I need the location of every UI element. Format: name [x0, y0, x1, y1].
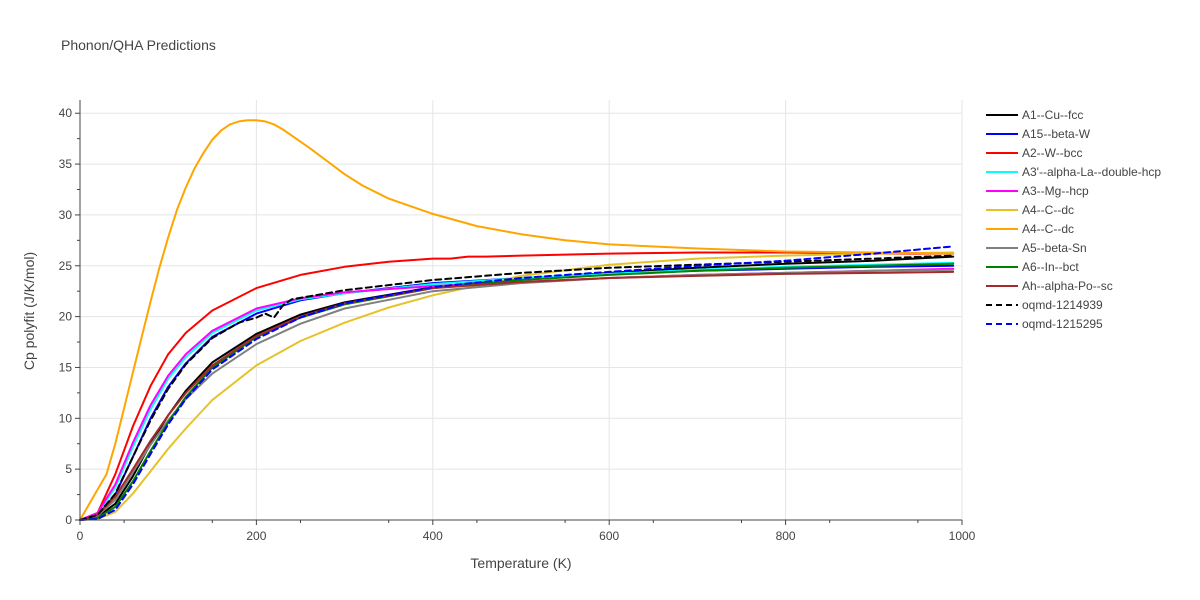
y-tick-label: 5	[65, 462, 72, 476]
x-tick-label: 200	[246, 529, 266, 543]
legend-item-a15-beta-w-1[interactable]: A15--beta-W	[986, 127, 1091, 141]
legend-label: A1--Cu--fcc	[1022, 108, 1083, 122]
series-line-oqmd-1214939-10	[79, 254, 955, 521]
x-tick-label: 1000	[949, 529, 976, 543]
legend-label: A6--In--bct	[1022, 260, 1079, 274]
legend-label: A5--beta-Sn	[1022, 241, 1087, 255]
series-line-a2-w-bcc-2	[79, 251, 955, 521]
legend-label: A4--C--dc	[1022, 203, 1074, 217]
series-line-a4-c-dc-6	[79, 119, 955, 521]
legend-label: A15--beta-W	[1022, 127, 1091, 141]
x-tick-label: 400	[423, 529, 443, 543]
legend-item-ah-alpha-po-sc-9[interactable]: Ah--alpha-Po--sc	[986, 279, 1113, 293]
y-tick-label: 40	[59, 106, 73, 120]
x-tick-label: 600	[599, 529, 619, 543]
series-line-a4-c-dc-5	[79, 251, 955, 521]
series-line-a3-mg-hcp-4	[79, 267, 955, 521]
y-tick-label: 30	[59, 208, 73, 222]
y-tick-label: 25	[59, 259, 73, 273]
legend[interactable]: A1--Cu--fcc A15--beta-W A2--W--bcc A3'--alp…	[986, 108, 1161, 331]
legend-label: oqmd-1214939	[1022, 298, 1103, 312]
legend-item-a2-w-bcc-2[interactable]: A2--W--bcc	[986, 146, 1082, 160]
x-tick-label: 0	[77, 529, 84, 543]
legend-label: Ah--alpha-Po--sc	[1022, 279, 1113, 293]
legend-item-a3-alpha-la-double-hcp-3[interactable]: A3'--alpha-La--double-hcp	[986, 165, 1161, 179]
legend-label: A2--W--bcc	[1022, 146, 1082, 160]
series-line-a6-in-bct-8	[79, 262, 955, 521]
chart-title: Phonon/QHA Predictions	[61, 37, 216, 53]
series-line-ah-alpha-po-sc-9	[79, 270, 955, 521]
legend-item-a5-beta-sn-7[interactable]: A5--beta-Sn	[986, 241, 1087, 255]
legend-item-oqmd-1215295-11[interactable]: oqmd-1215295	[986, 317, 1103, 331]
axes: 0 200 400 600 800 1000 0 5 10 15 20 25 30 35 40	[59, 100, 976, 543]
x-tick-label: 800	[776, 529, 796, 543]
legend-item-a4-c-dc-6[interactable]: A4--C--dc	[986, 222, 1074, 236]
y-tick-label: 15	[59, 360, 73, 374]
y-tick-label: 0	[65, 513, 72, 527]
y-tick-label: 20	[59, 310, 73, 324]
series-line-oqmd-1215295-11	[79, 245, 955, 521]
series-layer	[79, 119, 955, 521]
y-tick-label: 35	[59, 157, 73, 171]
legend-label: A3'--alpha-La--double-hcp	[1022, 165, 1161, 179]
legend-item-a4-c-dc-5[interactable]: A4--C--dc	[986, 203, 1074, 217]
legend-label: A3--Mg--hcp	[1022, 184, 1089, 198]
y-tick-label: 10	[59, 411, 73, 425]
legend-item-a6-in-bct-8[interactable]: A6--In--bct	[986, 260, 1079, 274]
legend-label: oqmd-1215295	[1022, 317, 1103, 331]
series-line-a15-beta-w-1	[79, 264, 955, 521]
legend-item-a3-mg-hcp-4[interactable]: A3--Mg--hcp	[986, 184, 1089, 198]
legend-item-a1-cu-fcc-0[interactable]: A1--Cu--fcc	[986, 108, 1083, 122]
series-line-a3-alpha-la-double-hcp-3	[79, 261, 955, 521]
x-axis-title: Temperature (K)	[470, 555, 571, 571]
legend-label: A4--C--dc	[1022, 222, 1074, 236]
series-line-a5-beta-sn-7	[79, 268, 955, 521]
y-axis-title: Cp polyfit (J/K/mol)	[21, 252, 37, 370]
legend-item-oqmd-1214939-10[interactable]: oqmd-1214939	[986, 298, 1103, 312]
series-line-a1-cu-fcc-0	[79, 255, 955, 521]
